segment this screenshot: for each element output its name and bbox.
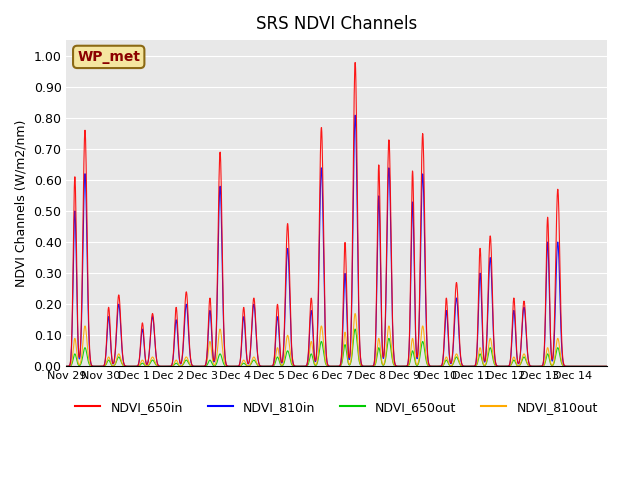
Title: SRS NDVI Channels: SRS NDVI Channels <box>256 15 417 33</box>
Y-axis label: NDVI Channels (W/m2/nm): NDVI Channels (W/m2/nm) <box>15 120 28 287</box>
Text: WP_met: WP_met <box>77 50 140 64</box>
Legend: NDVI_650in, NDVI_810in, NDVI_650out, NDVI_810out: NDVI_650in, NDVI_810in, NDVI_650out, NDV… <box>70 396 603 419</box>
